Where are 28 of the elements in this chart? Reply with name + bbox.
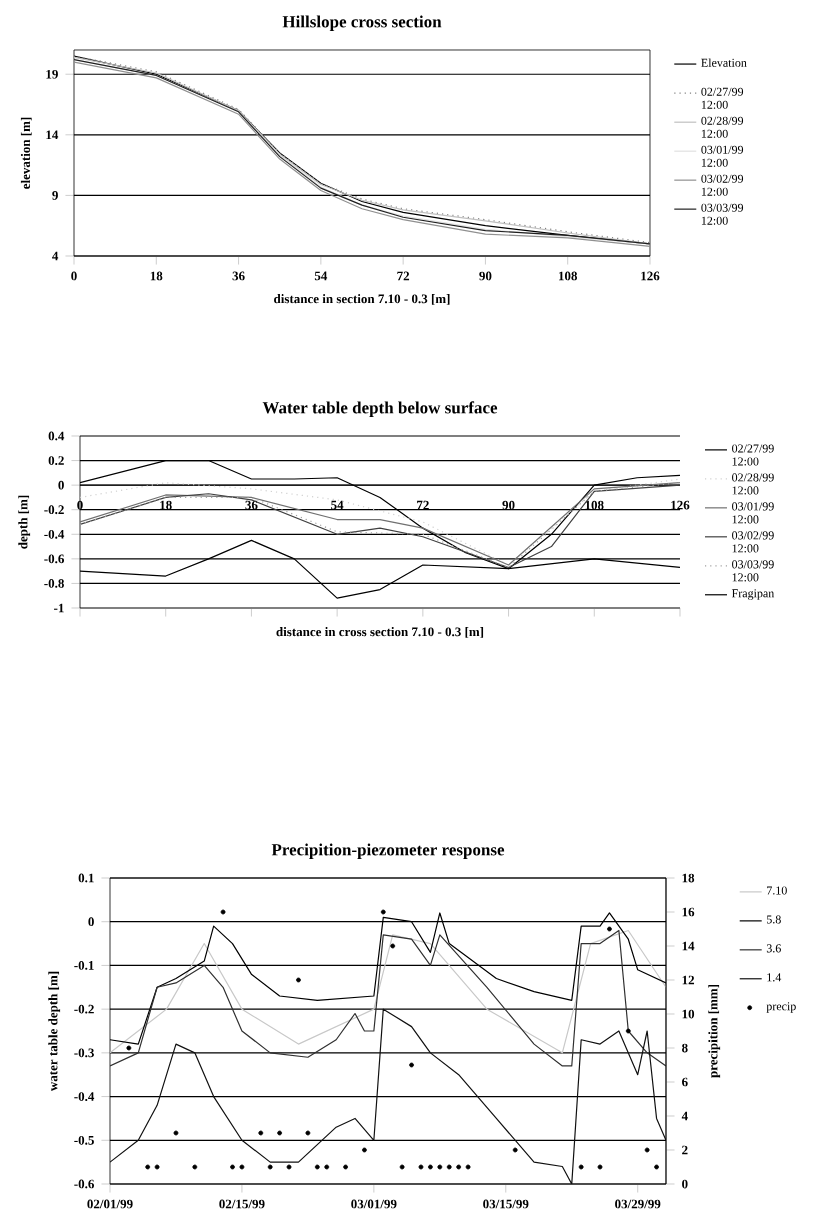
chart-title: Precipition-piezometer response — [271, 843, 505, 859]
point — [267, 1164, 273, 1170]
chart-title: Hillslope cross section — [282, 15, 442, 31]
point — [437, 1164, 443, 1170]
point — [324, 1164, 330, 1170]
point — [277, 1130, 283, 1136]
point — [390, 943, 396, 949]
line-series — [110, 1008, 666, 1184]
point — [286, 1164, 292, 1170]
point — [380, 909, 386, 915]
point — [399, 1164, 405, 1170]
chart-title: Water table depth below surface — [262, 401, 498, 417]
point — [456, 1164, 462, 1170]
point — [578, 1164, 584, 1170]
point — [239, 1164, 245, 1170]
point — [305, 1130, 311, 1136]
point — [154, 1164, 160, 1170]
point — [220, 909, 226, 915]
point — [512, 1147, 518, 1153]
point — [126, 1045, 132, 1051]
point — [258, 1130, 264, 1136]
point — [173, 1130, 179, 1136]
point — [145, 1164, 151, 1170]
point — [644, 1147, 650, 1153]
point — [625, 1028, 631, 1034]
point — [192, 1164, 198, 1170]
point — [446, 1164, 452, 1170]
point — [465, 1164, 471, 1170]
